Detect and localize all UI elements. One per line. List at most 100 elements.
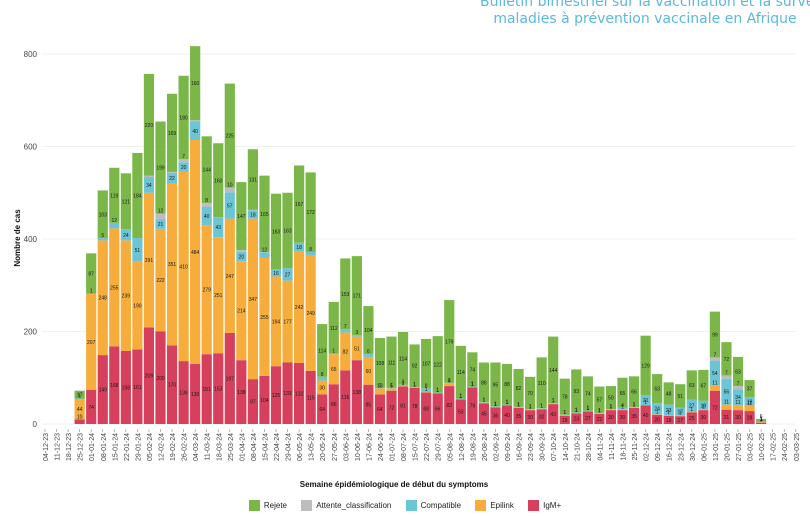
data-label: 48 <box>666 391 672 397</box>
x-tick-label: 06-05-24 <box>297 433 304 461</box>
bar-segment <box>294 165 305 243</box>
data-label: 1 <box>586 406 589 412</box>
x-tick-label: 01-04-24 <box>239 433 246 461</box>
bar-segment <box>571 369 582 413</box>
x-tick-label: 30-12-24 <box>690 433 697 461</box>
data-label: 30 <box>608 415 614 421</box>
x-tick-label: 27-05-24 <box>332 433 339 461</box>
bar-segment <box>294 251 305 363</box>
x-tick-label: 29-01-24 <box>135 433 142 461</box>
bar-segment <box>166 172 178 184</box>
bar-segment <box>721 342 732 376</box>
x-tick-label: 07-10-24 <box>551 433 558 461</box>
bar-segment <box>640 405 651 424</box>
data-label: 63 <box>689 383 695 389</box>
data-label: 163 <box>272 229 281 235</box>
data-label: 104 <box>260 398 269 404</box>
data-label: 351 <box>168 262 177 268</box>
bar-segment <box>640 395 651 406</box>
x-tick-label: 13-05-24 <box>309 433 316 461</box>
data-label: 1 <box>436 388 439 394</box>
data-label: 18 <box>250 212 256 218</box>
data-label: 144 <box>203 168 212 174</box>
data-label: 1 <box>459 394 462 400</box>
bar-segment <box>213 143 224 218</box>
data-label: 163 <box>283 228 292 234</box>
data-label: 484 <box>191 250 200 256</box>
legend-item-compatible: Compatible <box>405 500 461 511</box>
data-label: 1 <box>598 408 601 414</box>
legend-item-attente: Attente_classification <box>301 500 391 511</box>
bar-segment <box>270 269 282 277</box>
report-header: Bulletin bimestriel sur la vaccination e… <box>480 0 810 28</box>
bar-segment <box>224 83 235 188</box>
data-label: 78 <box>412 404 418 410</box>
bar-segment <box>143 177 155 193</box>
data-label: 57 <box>597 398 603 404</box>
bar-segment <box>259 257 270 376</box>
data-label: 20 <box>654 417 660 423</box>
data-label: 11 <box>724 400 729 406</box>
bar-segment <box>397 386 409 424</box>
data-label: 242 <box>295 305 304 311</box>
bar-segment <box>675 407 686 416</box>
legend-swatch-attente <box>301 500 313 511</box>
data-label: 119 <box>110 193 118 199</box>
data-label: 19 <box>747 400 753 406</box>
data-label: 17 <box>677 410 683 416</box>
data-label: 82 <box>516 386 522 392</box>
data-label: 23 <box>574 417 580 423</box>
x-tick-label: 16-12-24 <box>667 433 674 461</box>
bar-segment <box>143 327 155 424</box>
bar-segment <box>663 382 674 405</box>
data-label: 87 <box>88 271 94 277</box>
bar-segment <box>270 193 282 270</box>
y-axis-label: Nombre de cas <box>13 209 22 267</box>
bar-segment <box>74 419 85 424</box>
data-label: 1 <box>667 410 670 416</box>
bar-segment <box>617 410 628 424</box>
bar-segment <box>744 380 755 398</box>
data-label: 136 <box>179 391 188 397</box>
bar-segment <box>721 404 732 410</box>
legend-label-epilink: Epilink <box>490 501 514 510</box>
bar-segment <box>294 242 305 252</box>
bar-segment <box>732 356 744 387</box>
data-label: 16 <box>273 271 279 277</box>
legend-label-igm: IgM+ <box>543 501 562 510</box>
data-label: 255 <box>260 315 269 321</box>
bar-segment <box>305 370 316 424</box>
data-label: 74 <box>585 391 591 397</box>
bar-segment <box>686 370 697 400</box>
bar-segment <box>305 251 316 256</box>
legend-label-rejete: Rejete <box>263 501 287 510</box>
data-label: 1 <box>459 394 462 400</box>
x-tick-label: 18-03-24 <box>216 433 223 461</box>
data-label: 88 <box>504 382 510 388</box>
data-label: 56 <box>724 390 730 396</box>
data-label: 63 <box>735 370 741 376</box>
bar-segment <box>490 407 501 424</box>
x-tick-label: 20-05-24 <box>320 433 327 461</box>
bar-segment <box>143 192 155 328</box>
data-label: 251 <box>214 293 223 299</box>
bar-segment <box>386 388 397 391</box>
data-label: 207 <box>87 340 96 346</box>
bar-segment <box>351 256 362 336</box>
data-label: 18 <box>296 245 302 251</box>
bar-segment <box>744 397 755 406</box>
data-label: 1 <box>494 402 497 408</box>
bar-segment <box>363 354 374 357</box>
data-label: 4 <box>621 403 624 409</box>
bar-segment <box>444 383 455 387</box>
x-tick-label: 05-02-24 <box>147 433 154 461</box>
data-label: 1 <box>436 388 439 394</box>
bar-segment <box>86 294 97 390</box>
data-label: 7 <box>737 381 740 387</box>
bar-segment <box>236 360 247 424</box>
data-label: 30 <box>701 415 707 421</box>
data-label: 225 <box>226 134 235 140</box>
data-label: 78 <box>562 395 568 401</box>
data-label: 74 <box>470 367 476 373</box>
x-tick-label: 11-03-24 <box>205 433 212 461</box>
